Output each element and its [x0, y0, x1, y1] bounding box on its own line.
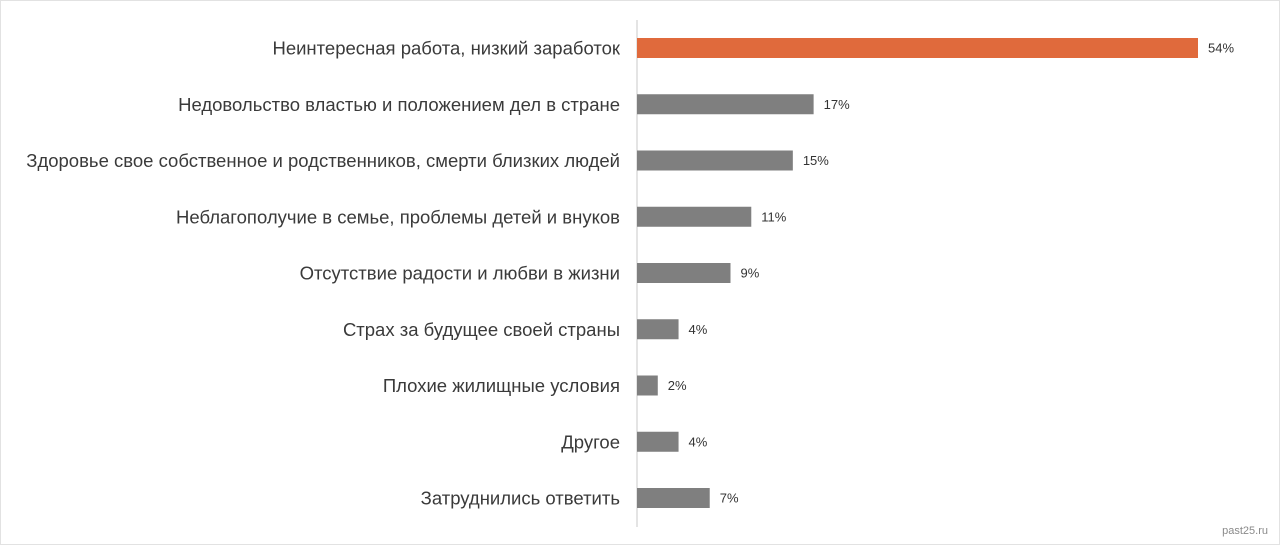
bar — [637, 263, 731, 283]
bar — [637, 375, 658, 396]
value-label: 2% — [668, 378, 687, 393]
value-label: 7% — [720, 491, 739, 506]
category-label: Неблагополучие в семье, проблемы детей и… — [176, 206, 620, 227]
bar — [637, 150, 793, 171]
bar — [637, 206, 752, 227]
value-label: 15% — [803, 153, 829, 168]
category-label: Недовольство властью и положением дел в … — [178, 94, 620, 115]
category-label: Плохие жилищные условия — [383, 375, 620, 396]
bar — [637, 431, 679, 452]
category-label: Отсутствие радости и любви в жизни — [300, 263, 620, 284]
bar — [637, 488, 710, 508]
category-label: Здоровье свое собственное и родственнико… — [26, 150, 620, 171]
value-label: 17% — [824, 97, 850, 112]
category-label: Другое — [561, 431, 620, 452]
watermark: past25.ru — [1222, 525, 1268, 537]
value-label: 4% — [689, 322, 708, 337]
bar — [637, 319, 679, 340]
value-label: 4% — [689, 434, 708, 449]
bar — [637, 94, 814, 115]
value-label: 54% — [1208, 41, 1234, 56]
bar — [637, 38, 1198, 58]
category-label: Затруднились ответить — [421, 488, 620, 509]
value-label: 9% — [741, 266, 760, 281]
value-label: 11% — [761, 209, 786, 224]
category-label: Страх за будущее своей страны — [343, 319, 620, 340]
category-label: Неинтересная работа, низкий заработок — [272, 38, 620, 59]
